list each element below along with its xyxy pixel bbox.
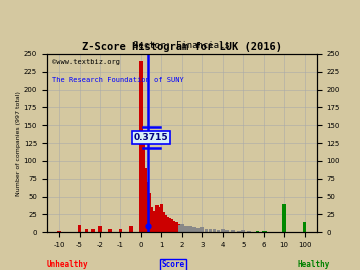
Bar bbox=[57, 231, 61, 232]
Text: Unhealthy: Unhealthy bbox=[47, 260, 89, 269]
Bar bbox=[129, 227, 132, 232]
Bar bbox=[157, 207, 161, 232]
Bar bbox=[184, 226, 188, 232]
Bar bbox=[141, 140, 145, 232]
Title: Z-Score Histogram for LUK (2016): Z-Score Histogram for LUK (2016) bbox=[82, 42, 282, 52]
Bar bbox=[149, 207, 153, 232]
Bar bbox=[151, 211, 155, 232]
Bar bbox=[78, 225, 81, 232]
Bar bbox=[231, 230, 235, 232]
Bar bbox=[213, 229, 216, 232]
Bar bbox=[91, 229, 95, 232]
Bar bbox=[176, 224, 180, 232]
Text: The Research Foundation of SUNY: The Research Foundation of SUNY bbox=[52, 77, 184, 83]
Bar bbox=[163, 215, 167, 232]
Bar bbox=[204, 229, 208, 232]
Y-axis label: Number of companies (997 total): Number of companies (997 total) bbox=[16, 91, 21, 195]
Bar bbox=[170, 219, 174, 232]
Bar bbox=[188, 227, 192, 232]
Text: Sector: Financials: Sector: Financials bbox=[134, 40, 230, 50]
Bar bbox=[192, 227, 196, 232]
Bar bbox=[256, 231, 259, 232]
Bar bbox=[168, 218, 171, 232]
Bar bbox=[174, 222, 177, 232]
Bar bbox=[118, 229, 122, 232]
Bar bbox=[139, 61, 143, 232]
Text: Healthy: Healthy bbox=[297, 260, 329, 269]
Bar bbox=[282, 219, 286, 232]
Bar bbox=[166, 217, 169, 232]
Bar bbox=[145, 182, 149, 232]
Bar bbox=[241, 230, 245, 232]
Bar bbox=[263, 231, 267, 232]
Text: 0.3715: 0.3715 bbox=[134, 133, 169, 142]
Bar bbox=[237, 231, 241, 232]
Text: ©www.textbiz.org: ©www.textbiz.org bbox=[52, 59, 120, 65]
Bar bbox=[108, 229, 112, 232]
Bar bbox=[162, 212, 165, 232]
Bar bbox=[303, 222, 306, 232]
Bar bbox=[221, 229, 225, 232]
Text: Score: Score bbox=[161, 260, 184, 269]
Bar bbox=[225, 230, 229, 232]
Bar bbox=[172, 221, 175, 232]
Bar bbox=[180, 224, 184, 232]
Bar bbox=[247, 231, 251, 232]
Bar bbox=[156, 205, 159, 232]
Bar bbox=[153, 211, 157, 232]
Bar bbox=[178, 225, 181, 232]
Bar bbox=[143, 168, 147, 232]
Bar bbox=[85, 229, 88, 232]
Bar bbox=[282, 204, 286, 232]
Bar bbox=[98, 227, 102, 232]
Bar bbox=[208, 229, 212, 232]
Bar bbox=[217, 230, 220, 232]
Bar bbox=[147, 193, 151, 232]
Bar bbox=[159, 204, 163, 232]
Bar bbox=[196, 228, 200, 232]
Bar bbox=[262, 231, 265, 232]
Bar bbox=[201, 227, 204, 232]
